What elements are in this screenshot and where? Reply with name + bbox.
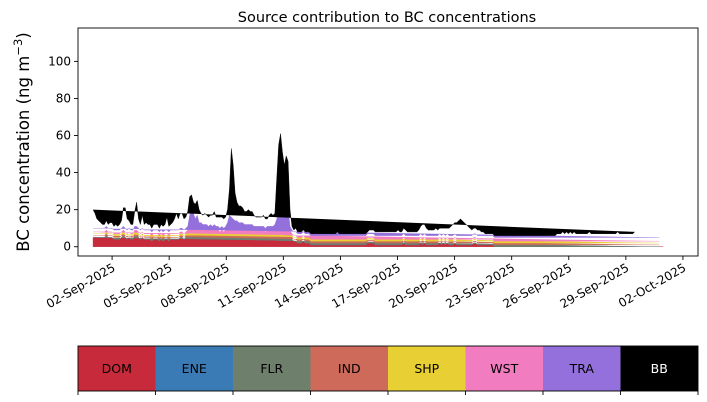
legend-item-tra: TRA — [543, 346, 621, 391]
series-area-wst — [93, 203, 660, 242]
legend-label: ENE — [182, 361, 207, 376]
legend: DOM ENE FLR IND SHP WST TRA BB — [77, 345, 699, 395]
legend-label: DOM — [102, 361, 132, 376]
legend-item-wst: WST — [465, 346, 543, 391]
x-axis: 02-Sep-202505-Sep-202508-Sep-202511-Sep-… — [44, 256, 688, 311]
y-tick-label: 0 — [63, 240, 71, 254]
legend-swatch — [388, 346, 466, 391]
legend-swatch — [155, 346, 233, 391]
chart-title: Source contribution to BC concentrations — [238, 10, 536, 26]
legend-label: FLR — [260, 361, 283, 376]
legend-item-ene: ENE — [155, 346, 233, 391]
y-axis-label: BC concentration (ng m−3) — [11, 32, 33, 251]
legend-swatch — [233, 346, 311, 391]
y-axis: 0 20 40 60 80 100 — [48, 54, 78, 254]
y-axis-label-superscript: −3 — [11, 39, 25, 56]
series-area-tra — [93, 199, 660, 238]
legend-label: WST — [490, 361, 518, 376]
legend-item-bb: BB — [620, 346, 698, 391]
legend-label: BB — [651, 361, 668, 376]
legend-item-dom: DOM — [78, 346, 156, 391]
legend-swatch — [78, 346, 156, 391]
legend-swatch — [465, 346, 543, 391]
y-tick-label: 20 — [56, 203, 71, 217]
y-tick-label: 60 — [56, 129, 71, 143]
legend-frame — [77, 345, 699, 392]
legend-item-shp: SHP — [388, 346, 466, 391]
legend-label: IND — [338, 361, 361, 376]
y-tick-label: 40 — [56, 166, 71, 180]
legend-label: TRA — [569, 361, 595, 376]
plot-frame — [77, 27, 699, 257]
legend-swatch — [310, 346, 388, 391]
legend-item-flr: FLR — [233, 346, 311, 391]
legend-swatch — [543, 346, 621, 391]
y-tick-label: 100 — [48, 54, 71, 68]
legend-item-ind: IND — [310, 346, 388, 391]
legend-label: SHP — [414, 361, 439, 376]
stacked-areas — [92, 133, 664, 247]
series-area-bb — [92, 133, 635, 236]
legend-swatch — [620, 346, 698, 391]
y-tick-label: 80 — [56, 91, 71, 105]
